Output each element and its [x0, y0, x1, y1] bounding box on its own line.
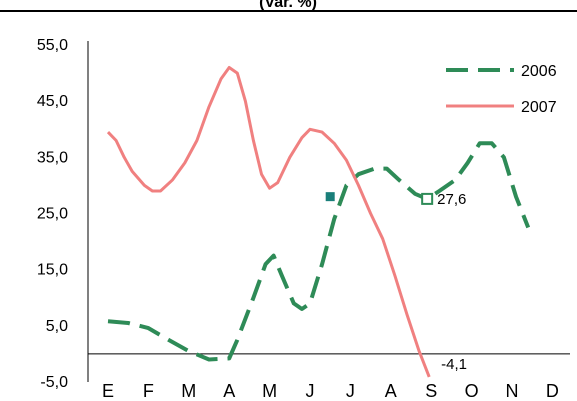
data-label: 27,6 — [437, 191, 466, 208]
x-tick-label: M — [181, 381, 196, 401]
x-tick-label: J — [346, 381, 355, 401]
data-point-marker — [325, 192, 335, 202]
series-line-2006 — [107, 141, 531, 362]
y-tick-label: -5,0 — [40, 374, 68, 391]
y-tick-label: 25,0 — [37, 206, 68, 223]
chart-title: (Var. %) — [259, 0, 317, 11]
series-lines — [106, 66, 531, 378]
x-tick-label: D — [546, 381, 559, 401]
y-tick-label: 45,0 — [37, 93, 68, 110]
legend-label: 2007 — [521, 99, 557, 116]
annotations: 27,6 -4,1 — [325, 191, 467, 373]
data-point-marker — [421, 192, 434, 205]
data-label: -4,1 — [441, 356, 467, 373]
x-tick-label: J — [306, 381, 315, 401]
x-tick-label: M — [262, 381, 277, 401]
legend: 2006 2007 — [446, 63, 557, 116]
x-tick-label: S — [425, 381, 437, 401]
x-tick-label: O — [465, 381, 479, 401]
y-tick-label: 55,0 — [37, 37, 68, 54]
x-tick-label: E — [102, 381, 114, 401]
axes — [87, 41, 570, 382]
legend-label: 2006 — [521, 63, 557, 80]
y-tick-labels: 55,0 45,0 35,0 25,0 15,0 5,0 -5,0 — [37, 37, 68, 391]
x-tick-label: A — [385, 381, 397, 401]
x-tick-label: N — [506, 381, 519, 401]
y-tick-label: 5,0 — [46, 318, 68, 335]
x-tick-label: F — [143, 381, 154, 401]
series-line-2007 — [106, 66, 431, 378]
x-tick-label: A — [223, 381, 235, 401]
y-tick-label: 15,0 — [37, 262, 68, 279]
y-tick-label: 35,0 — [37, 149, 68, 166]
